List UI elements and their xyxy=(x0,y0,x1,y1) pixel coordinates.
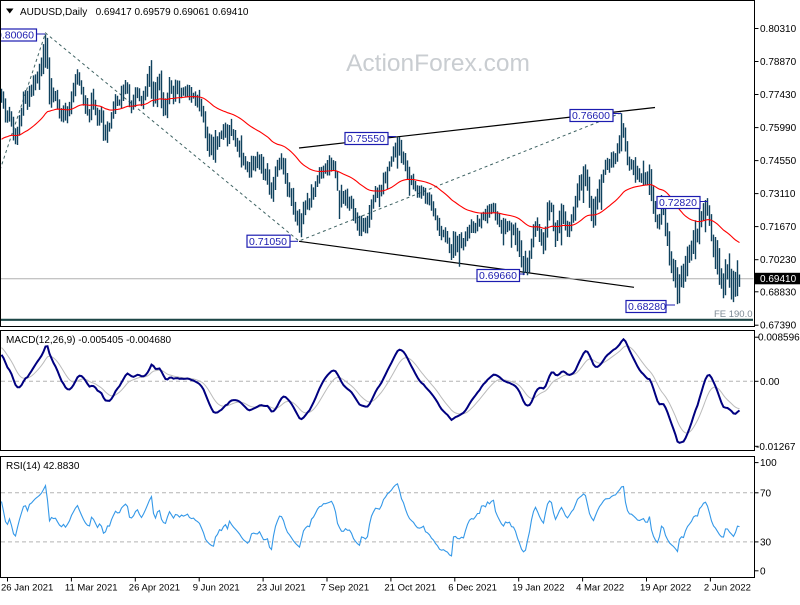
svg-text:0.76600: 0.76600 xyxy=(572,110,610,122)
svg-text:6 Dec 2021: 6 Dec 2021 xyxy=(448,583,497,594)
svg-text:30: 30 xyxy=(760,537,772,548)
svg-text:0.68280: 0.68280 xyxy=(628,301,666,313)
svg-text:0.68830: 0.68830 xyxy=(760,287,797,298)
svg-text:0.72820: 0.72820 xyxy=(659,197,697,209)
svg-text:0.67390: 0.67390 xyxy=(760,321,797,332)
svg-text:0.71670: 0.71670 xyxy=(760,222,797,233)
svg-text:RSI(14) 42.8830: RSI(14) 42.8830 xyxy=(6,461,80,472)
svg-text:4 Mar 2022: 4 Mar 2022 xyxy=(576,583,624,594)
svg-text:-0.01267: -0.01267 xyxy=(756,442,796,453)
svg-text:0.008596: 0.008596 xyxy=(758,333,800,344)
svg-text:0.70230: 0.70230 xyxy=(760,255,797,266)
svg-text:26 Apr 2021: 26 Apr 2021 xyxy=(129,583,180,594)
svg-text:2 Jun 2022: 2 Jun 2022 xyxy=(704,583,751,594)
svg-text:19 Apr 2022: 19 Apr 2022 xyxy=(640,583,691,594)
svg-text:0.75990: 0.75990 xyxy=(760,123,797,134)
svg-text:11 Mar 2021: 11 Mar 2021 xyxy=(65,583,118,594)
svg-text:0.78870: 0.78870 xyxy=(760,57,797,68)
svg-text:23 Jul 2021: 23 Jul 2021 xyxy=(257,583,306,594)
svg-text:26 Jan 2021: 26 Jan 2021 xyxy=(1,583,53,594)
svg-text:0.74550: 0.74550 xyxy=(760,156,797,167)
svg-text:0.75550: 0.75550 xyxy=(347,133,385,145)
svg-text:MACD(12,26,9) -0.005405 -0.004: MACD(12,26,9) -0.005405 -0.004680 xyxy=(6,335,172,346)
svg-text:AUDUSD,Daily 0.69417 0.69579: AUDUSD,Daily 0.69417 0.69579 0.69061 0.6… xyxy=(20,7,249,18)
svg-text:21 Oct 2021: 21 Oct 2021 xyxy=(384,583,436,594)
svg-text:0.69660: 0.69660 xyxy=(479,270,517,282)
svg-text:0.80060: 0.80060 xyxy=(0,30,34,42)
svg-text:0.00: 0.00 xyxy=(760,377,780,388)
svg-text:100: 100 xyxy=(760,458,777,469)
svg-text:FE 190.0: FE 190.0 xyxy=(714,309,753,320)
svg-text:7 Sep 2021: 7 Sep 2021 xyxy=(321,583,370,594)
svg-text:70: 70 xyxy=(760,488,772,499)
svg-text:9 Jun 2021: 9 Jun 2021 xyxy=(193,583,240,594)
svg-text:0.71050: 0.71050 xyxy=(249,236,287,248)
svg-text:0.80310: 0.80310 xyxy=(760,24,797,35)
svg-text:0.73110: 0.73110 xyxy=(760,189,796,200)
svg-text:0: 0 xyxy=(760,566,766,577)
svg-text:0.69410: 0.69410 xyxy=(760,274,797,285)
svg-text:19 Jan 2022: 19 Jan 2022 xyxy=(512,583,564,594)
svg-text:0.77430: 0.77430 xyxy=(760,90,797,101)
svg-text:ActionForex.com: ActionForex.com xyxy=(346,50,530,77)
